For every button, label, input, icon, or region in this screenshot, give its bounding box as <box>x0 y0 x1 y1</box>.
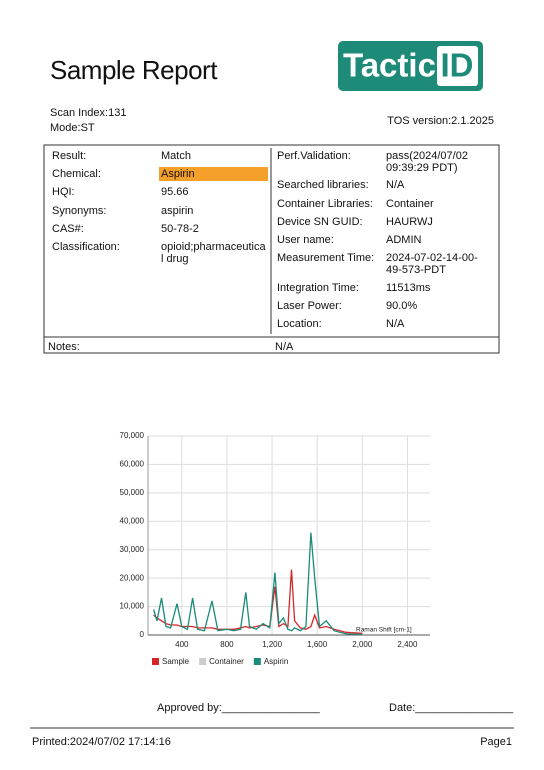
field-label: Laser Power: <box>277 300 342 312</box>
field-label: Integration Time: <box>277 282 359 294</box>
y-tick-label: 60,000 <box>120 460 145 469</box>
x-tick-label: 2,400 <box>397 640 418 649</box>
y-tick-label: 70,000 <box>120 431 145 440</box>
field-value: aspirin <box>161 205 193 217</box>
y-tick-label: 0 <box>140 630 145 639</box>
legend-swatch <box>152 658 159 665</box>
legend-label: Sample <box>162 657 190 666</box>
field-label: Synonyms: <box>52 205 106 217</box>
field-value: Container <box>386 198 434 210</box>
field-label: Searched libraries: <box>277 179 369 191</box>
field-label: Container Libraries: <box>277 198 373 210</box>
field-value: 2024-07-02-14-00- <box>386 252 478 264</box>
y-tick-label: 20,000 <box>120 573 145 582</box>
x-tick-label: 400 <box>175 640 189 649</box>
field-value: 50-78-2 <box>161 223 199 235</box>
field-value: N/A <box>386 179 405 191</box>
field-value: l drug <box>161 253 189 265</box>
logo-badge <box>437 46 478 86</box>
field-label: Device SN GUID: <box>277 216 363 228</box>
legend-swatch <box>253 658 261 665</box>
report-title: Sample Report <box>50 55 218 85</box>
x-tick-label: 1,200 <box>262 640 283 649</box>
field-label: Classification: <box>52 241 120 253</box>
field-value: 49-573-PDT <box>386 264 446 276</box>
y-tick-label: 40,000 <box>120 516 145 525</box>
y-tick-label: 30,000 <box>120 545 145 554</box>
series-line <box>152 532 363 636</box>
mode: Mode:ST <box>50 122 95 134</box>
y-tick-label: 10,000 <box>120 602 145 611</box>
legend-label: Container <box>209 657 244 666</box>
field-label: Location: <box>277 318 322 330</box>
printed: Printed:2024/07/02 17:14:16 <box>32 736 171 748</box>
field-label: Perf.Validation: <box>277 150 351 162</box>
notes-label: Notes: <box>48 341 80 353</box>
field-value: 09:39:29 PDT) <box>386 162 458 174</box>
x-tick-label: 1,600 <box>307 640 328 649</box>
field-label: Measurement Time: <box>277 252 374 264</box>
x-axis-title: Raman Shift [cm-1] <box>356 627 412 634</box>
field-label: CAS#: <box>52 223 84 235</box>
field-label: Chemical: <box>52 168 101 180</box>
field-value: HAURWJ <box>386 216 433 228</box>
page-number: Page1 <box>480 736 512 748</box>
field-value: opioid;pharmaceutica <box>161 241 266 253</box>
logo-text: Tactic <box>343 47 436 84</box>
field-value: Aspirin <box>161 168 195 180</box>
series-line <box>153 569 363 634</box>
legend-label: Aspirin <box>264 657 288 666</box>
field-value: 90.0% <box>386 300 417 312</box>
field-value: 11513ms <box>386 282 431 294</box>
date-field: Date:________________ <box>389 702 514 714</box>
field-label: HQI: <box>52 186 75 198</box>
logo-badge-text: ID <box>441 47 474 84</box>
scan-index: Scan Index:131 <box>50 107 126 119</box>
details-box <box>43 144 500 354</box>
field-value: Match <box>161 150 191 162</box>
y-tick-label: 50,000 <box>120 488 145 497</box>
field-label: User name: <box>277 234 334 246</box>
x-tick-label: 2,000 <box>352 640 373 649</box>
field-value: ADMIN <box>386 234 422 246</box>
approved-by: Approved by:________________ <box>157 702 321 714</box>
field-value: N/A <box>386 318 405 330</box>
notes-value: N/A <box>275 341 294 353</box>
field-value: 95.66 <box>161 186 189 198</box>
x-tick-label: 800 <box>220 640 234 649</box>
field-label: Result: <box>52 150 86 162</box>
tos-version: TOS version:2.1.2025 <box>387 115 494 127</box>
legend-swatch <box>199 658 207 665</box>
highlight <box>159 167 268 181</box>
field-value: pass(2024/07/02 <box>386 150 468 162</box>
